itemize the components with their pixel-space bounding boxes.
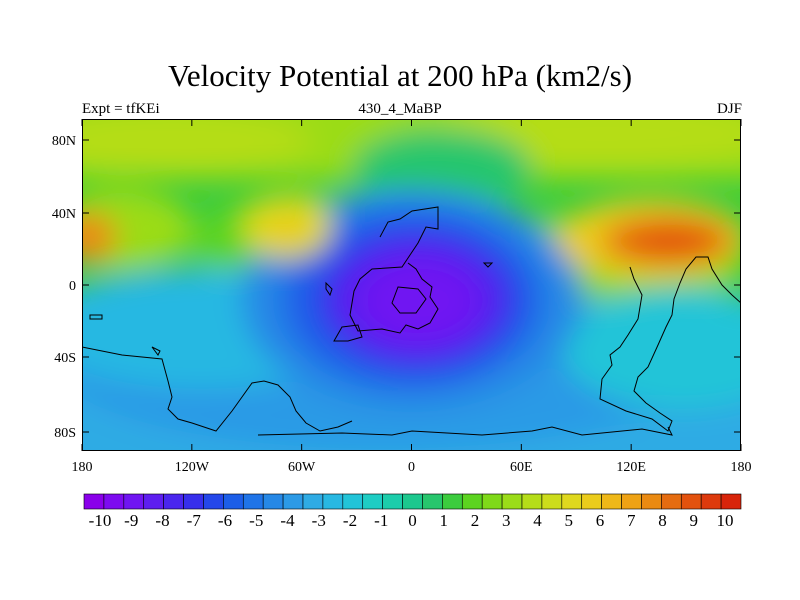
run-label: 430_4_MaBP <box>358 101 442 117</box>
lon-tick-label: 120W <box>175 460 210 475</box>
lon-tick-label: 180 <box>72 460 93 475</box>
lat-tick-label: 80S <box>54 426 76 441</box>
lon-tick-label: 0 <box>408 460 415 475</box>
lon-tick-label: 60W <box>288 460 316 475</box>
lon-tick-label: 60E <box>510 460 533 475</box>
lat-tick-label: 0 <box>69 279 76 294</box>
experiment-label: Expt = tfKEi <box>82 101 160 117</box>
map-plot <box>82 119 741 451</box>
velocity-potential-field <box>82 119 741 451</box>
lat-tick-label: 40S <box>54 351 76 366</box>
lat-tick-label: 40N <box>52 207 76 222</box>
plot-title: Velocity Potential at 200 hPa (km2/s) <box>167 58 633 93</box>
lon-tick-label: 120E <box>616 460 646 475</box>
season-label: DJF <box>716 101 742 117</box>
lat-tick-label: 80N <box>52 134 76 149</box>
lon-tick-label: 180 <box>731 460 752 475</box>
